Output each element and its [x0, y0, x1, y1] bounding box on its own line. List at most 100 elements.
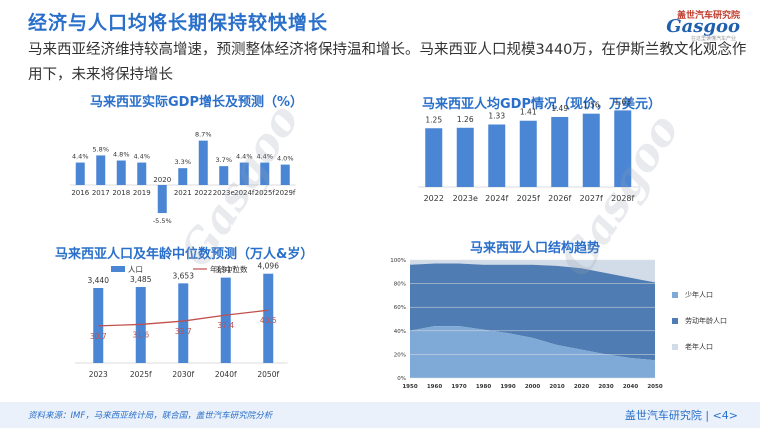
x-tick-label-2000: 2000: [525, 384, 540, 390]
population-label-2040f: 3,917: [215, 266, 237, 275]
tick-label-2025f: 2025f: [130, 370, 152, 379]
tick-label-2023: 2023: [89, 370, 108, 379]
bar-2050f: [263, 273, 274, 363]
tick-label-2040f: 2040f: [215, 370, 237, 379]
data-label-2024f: 1.33: [488, 111, 505, 120]
legend-swatch-少年人口: [672, 292, 678, 298]
data-label-2016: 4.4%: [72, 153, 89, 161]
data-label-2026f: 1.49: [551, 104, 568, 113]
area-少年人口: [410, 326, 655, 378]
data-label-2018: 4.8%: [113, 151, 130, 159]
tick-label-2022: 2022: [194, 189, 212, 197]
population-structure-chart: 0% 20% 40% 60% 80% 100% 1950 1960 1970 1980 1990 20…: [390, 258, 727, 390]
data-label-2025f: 1.41: [520, 108, 537, 117]
bar-2025f: [519, 120, 537, 187]
tick-label-2023e: 2023e: [213, 189, 235, 197]
tick-label-2027f: 2027f: [580, 194, 603, 203]
logo-sub-text: 在这里读懂汽车产业: [690, 36, 736, 42]
x-tick-label-1950: 1950: [402, 384, 417, 390]
bar-2025f: [260, 162, 270, 185]
data-label-2029f: 4.0%: [277, 155, 294, 163]
bar-2040f: [220, 277, 231, 363]
data-label-2028f: 1.63: [614, 97, 631, 106]
legend-label-老年人口: 老年人口: [685, 342, 713, 351]
tick-label-2024f: 2024f: [485, 194, 508, 203]
data-label-2020: -5.5%: [153, 217, 172, 225]
logo-top-text: 盖世汽车研究院: [676, 11, 740, 21]
bar-2028f: [614, 110, 632, 187]
legend-label-median-age: 年龄中位数: [210, 264, 248, 274]
tick-label-2018: 2018: [112, 189, 130, 197]
tick-label-2021: 2021: [174, 189, 192, 197]
median-age-line: [98, 309, 269, 327]
page-number: <4>: [712, 409, 738, 422]
data-label-2027f: 1.56: [583, 101, 600, 110]
bar-2023e: [456, 127, 474, 187]
x-tick-label-2040: 2040: [623, 384, 638, 390]
population-label-2050f: 4,096: [258, 262, 280, 271]
x-tick-label-2020: 2020: [574, 384, 589, 390]
tick-label-2020: 2020: [153, 176, 171, 184]
area-老年人口: [410, 260, 655, 283]
population-label-2023: 3,440: [88, 276, 110, 285]
footer-brand: 盖世汽车研究院: [624, 409, 702, 422]
bar-2017: [96, 155, 106, 185]
tick-label-2029f: 2029f: [275, 189, 296, 197]
chart2-title: 马来西亚人均GDP情况（现价，万美元）: [422, 97, 661, 112]
population-chart: 人口 年龄中位数 3,440 2023 3,485 2025f 3,653 2030f 3,91…: [75, 262, 288, 379]
legend-label-population: 人口: [128, 265, 143, 274]
tick-label-2023e: 2023e: [453, 194, 478, 203]
bar-2029f: [280, 164, 290, 185]
tick-label-2025f: 2025f: [255, 189, 276, 197]
footer-brand-page: 盖世汽车研究院 | <4>: [624, 409, 738, 422]
area-劳动年龄人口: [410, 263, 655, 361]
x-tick-label-2050: 2050: [647, 384, 662, 390]
bar-2024f: [488, 124, 506, 187]
tick-label-2025f: 2025f: [517, 194, 540, 203]
bar-2016: [75, 162, 85, 185]
x-tick-label-1970: 1970: [451, 384, 466, 390]
chart3-title: 马来西亚人口及年龄中位数预测（万人&岁）: [55, 247, 314, 262]
tick-label-2026f: 2026f: [548, 194, 571, 203]
data-label-2023e: 3.7%: [215, 156, 232, 164]
bar-2021: [178, 168, 188, 185]
gdp-growth-chart: 4.4% 2016 5.8% 2017 4.8% 2018 4.4% 2019 -5.5% 202…: [70, 131, 296, 225]
data-label-2022: 1.25: [425, 115, 442, 124]
y-tick-label: 0%: [397, 376, 406, 382]
median-age-label-2050f: 40.5: [260, 316, 277, 325]
x-tick-label-1980: 1980: [476, 384, 491, 390]
logo-main-text: Gasgoo: [666, 16, 740, 37]
median-age-label-2030f: 33.7: [175, 327, 192, 336]
data-label-2019: 4.4%: [133, 153, 150, 161]
tick-label-2016: 2016: [71, 189, 89, 197]
data-label-2024f: 4.4%: [236, 153, 253, 161]
chart4-title: 马来西亚人口结构趋势: [470, 241, 601, 256]
bar-2024f: [239, 162, 249, 185]
y-tick-label: 80%: [394, 282, 406, 288]
y-tick-label: 60%: [394, 305, 406, 311]
x-tick-label-2030: 2030: [598, 384, 613, 390]
bar-2026f: [551, 116, 569, 187]
gasgoo-logo: 盖世汽车研究院 Gasgoo 在这里读懂汽车产业: [650, 8, 740, 42]
footer-source: 资料来源：IMF，马来西亚统计局，联合国，盖世汽车研究院分析: [28, 411, 273, 421]
x-tick-label-1960: 1960: [427, 384, 442, 390]
data-label-2017: 5.8%: [92, 145, 109, 153]
median-age-label-2023: 30.7: [90, 332, 107, 341]
legend-swatch-population: [111, 266, 125, 272]
median-age-label-2040f: 37.4: [217, 321, 234, 330]
page-subtitle: 马来西亚经济维持较高增速，预测整体经济将保持温和增长。马来西亚人口规模3440万…: [28, 42, 747, 83]
tick-label-2030f: 2030f: [172, 370, 194, 379]
bar-2019: [137, 162, 147, 185]
population-label-2025f: 3,485: [130, 275, 152, 284]
legend-swatch-老年人口: [672, 344, 678, 350]
bar-2020: [157, 185, 167, 214]
bar-2018: [116, 160, 126, 185]
data-label-2025f: 4.4%: [256, 153, 273, 161]
legend-label-少年人口: 少年人口: [685, 290, 713, 299]
x-tick-label-1990: 1990: [500, 384, 515, 390]
data-label-2022: 8.7%: [195, 131, 212, 139]
page-title: 经济与人口均将长期保持较快增长: [28, 12, 329, 34]
chart1-title: 马来西亚实际GDP增长及预测（%）: [90, 95, 304, 110]
bar-2030f: [178, 283, 189, 363]
gdp-per-capita-chart: 1.25 2022 1.26 2023e 1.33 2024f 1.41 2025f 1.49 2…: [418, 97, 639, 203]
